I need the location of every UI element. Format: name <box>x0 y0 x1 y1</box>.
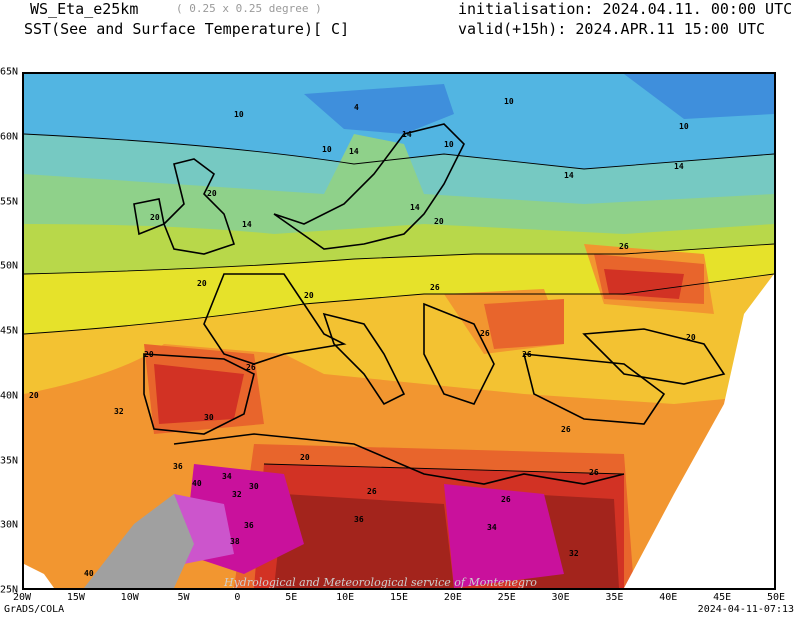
y-tick-label: 40N <box>0 390 19 402</box>
contour-label: 30 <box>204 413 214 422</box>
contour-label: 10 <box>322 145 332 154</box>
x-tick-label: 30E <box>551 592 570 603</box>
coastlines <box>133 123 726 485</box>
contour-label: 26 <box>522 350 532 359</box>
band-36 <box>184 464 564 588</box>
contour-label: 36 <box>173 462 183 471</box>
x-tick-label: 0 <box>234 592 241 603</box>
contour-label: 26 <box>589 468 599 477</box>
contour-label: 32 <box>114 407 124 416</box>
x-tick-label: 10W <box>120 592 139 603</box>
contour-label: 14 <box>674 162 684 171</box>
model-name: WS_Eta_e25km <box>30 0 139 18</box>
contour-label: 20 <box>300 453 310 462</box>
y-tick-label: 50N <box>0 260 19 272</box>
footer-left: GrADS/COLA <box>4 604 65 615</box>
contour-label: 20 <box>207 189 217 198</box>
x-tick-label: 10E <box>336 592 355 603</box>
contour-label: 14 <box>242 220 252 229</box>
valid-time: valid(+15h): 2024.APR.11 15:00 UTC <box>458 20 766 38</box>
band-land-grey <box>84 494 194 588</box>
y-tick-label: 65N <box>0 66 19 78</box>
y-tick-label: 30N <box>0 519 19 531</box>
contour-label: 20 <box>434 217 444 226</box>
x-tick-label: 15E <box>389 592 409 603</box>
x-tick-label: 45E <box>713 592 732 603</box>
band-4 <box>304 74 774 134</box>
contour-label: 20 <box>304 291 314 300</box>
contour-label: 32 <box>232 490 242 499</box>
contour-label: 30 <box>249 482 259 491</box>
x-tick-label: 20E <box>443 592 462 603</box>
contour-label: 26 <box>501 495 511 504</box>
contour-label: 14 <box>410 203 420 212</box>
x-tick-label: 25E <box>497 592 516 603</box>
x-tick-label: 20W <box>12 592 32 603</box>
contour-label: 10 <box>444 140 454 149</box>
x-tick-label: 40E <box>659 592 678 603</box>
x-tick-label: 50E <box>766 592 786 603</box>
model-resolution: ( 0.25 x 0.25 degree ) <box>176 2 322 15</box>
x-tick-label: 35E <box>605 592 624 603</box>
contour-label: 26 <box>619 242 629 251</box>
contour-label: 14 <box>564 171 574 180</box>
contour-label: 26 <box>246 363 256 372</box>
contour-label: 20 <box>197 279 207 288</box>
x-tick-label: 5W <box>177 592 190 603</box>
contour-label: 26 <box>561 425 571 434</box>
initialisation-time: initialisation: 2024.04.11. 00:00 UTC <box>458 0 793 18</box>
contour-label: 34 <box>222 472 232 481</box>
contour-label: 40 <box>84 569 94 578</box>
contour-label: 36 <box>354 515 364 524</box>
contour-label: 10 <box>504 97 514 106</box>
contour-label: 14 <box>349 147 359 156</box>
contour-label: 40 <box>192 479 202 488</box>
x-tick-label: 5E <box>285 592 298 603</box>
contour-label: 20 <box>29 391 39 400</box>
contour-label: 20 <box>686 333 696 342</box>
contour-label: 14 <box>402 130 412 139</box>
contour-label: 10 <box>234 110 244 119</box>
contour-label: 32 <box>569 549 579 558</box>
y-tick-label: 35N <box>0 455 19 466</box>
contour-label: 10 <box>679 122 689 131</box>
x-tick-label: 15W <box>66 592 85 603</box>
y-tick-label: 45N <box>0 325 19 337</box>
contour-label: 38 <box>230 537 240 546</box>
footer-right: 2024-04-11-07:13 <box>697 604 794 615</box>
contour-label: 26 <box>480 329 490 338</box>
contour-label: 20 <box>150 213 160 222</box>
contours <box>24 133 774 475</box>
contour-label: 20 <box>144 350 154 359</box>
contour-labels: 10 10 10 10 10 14 14 14 14 14 14 20 20 2… <box>29 97 696 578</box>
sst-map: 10 10 10 10 10 14 14 14 14 14 14 20 20 2… <box>22 72 776 590</box>
y-tick-label: 55N <box>0 196 19 207</box>
y-tick-label: 60N <box>0 131 19 143</box>
out-of-domain <box>624 274 774 588</box>
field-title: SST(See and Surface Temperature)[ C] <box>24 20 350 38</box>
contour-label: 36 <box>244 521 254 530</box>
watermark: Hydrological and Meteorological service … <box>223 576 537 588</box>
contour-label: 26 <box>430 283 440 292</box>
contour-label: 34 <box>487 523 497 532</box>
out-of-domain-sw <box>24 564 54 588</box>
y-tick-label: 25N <box>0 584 19 596</box>
contour-label: 4 <box>354 103 359 112</box>
contour-label: 26 <box>367 487 377 496</box>
